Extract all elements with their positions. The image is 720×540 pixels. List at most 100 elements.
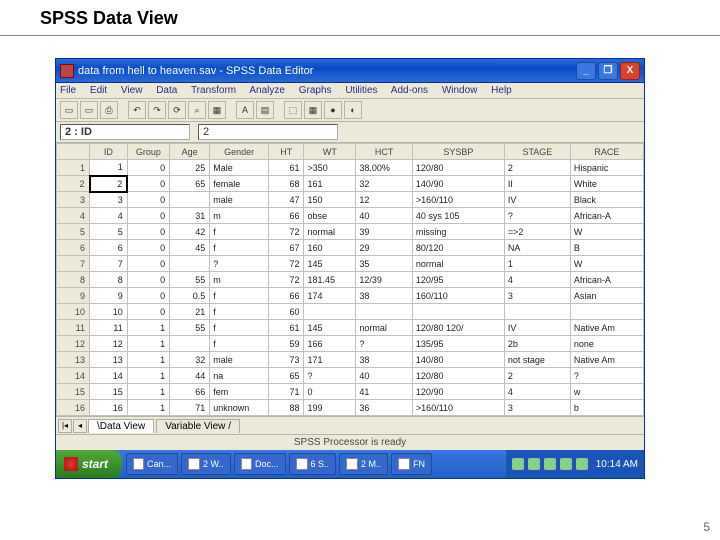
cell-group[interactable]: 0 (127, 272, 169, 288)
cell-race[interactable]: African-A (570, 272, 643, 288)
menu-help[interactable]: Help (491, 85, 512, 96)
cell-gender[interactable]: f (210, 288, 269, 304)
toolbar-print-icon[interactable]: ⎙ (100, 101, 118, 119)
cell-stage[interactable]: 2b (504, 336, 570, 352)
toolbar-open-icon[interactable]: ▭ (60, 101, 78, 119)
tray-icon[interactable] (544, 458, 556, 470)
cell-age[interactable] (170, 336, 210, 352)
cell-age[interactable]: 31 (170, 208, 210, 224)
cell-hct[interactable]: 40 (356, 368, 413, 384)
task-item[interactable]: Can... (126, 453, 178, 475)
table-row[interactable]: 770?7214535normal1W (57, 256, 644, 272)
cell-id[interactable]: 8 (90, 272, 128, 288)
cell-age[interactable]: 42 (170, 224, 210, 240)
cell-id[interactable]: 15 (90, 384, 128, 400)
cell-hct[interactable]: 12 (356, 192, 413, 208)
table-row[interactable]: 330male4715012>160/110IVBlack (57, 192, 644, 208)
cell-ht[interactable]: 71 (269, 384, 304, 400)
row-header[interactable]: 8 (57, 272, 90, 288)
cell-sysbp[interactable]: 140/90 (412, 176, 504, 192)
menu-transform[interactable]: Transform (191, 85, 236, 96)
row-header[interactable]: 14 (57, 368, 90, 384)
cell-ht[interactable]: 67 (269, 240, 304, 256)
cell-stage[interactable]: 4 (504, 272, 570, 288)
task-item[interactable]: Doc... (234, 453, 286, 475)
cell-sysbp[interactable]: 80/120 (412, 240, 504, 256)
cell-race[interactable]: w (570, 384, 643, 400)
menu-window[interactable]: Window (442, 85, 478, 96)
cell-ht[interactable]: 72 (269, 256, 304, 272)
cell-age[interactable]: 71 (170, 400, 210, 416)
tray-icon[interactable] (512, 458, 524, 470)
cell-group[interactable]: 1 (127, 320, 169, 336)
cell-group[interactable]: 0 (127, 304, 169, 320)
tab-data-view[interactable]: \Data View (88, 419, 154, 433)
minimize-button[interactable]: _ (576, 62, 596, 80)
cell-ht[interactable]: 61 (269, 320, 304, 336)
row-header[interactable]: 15 (57, 384, 90, 400)
cell-stage[interactable]: NA (504, 240, 570, 256)
cell-sysbp[interactable]: 120/90 (412, 384, 504, 400)
tab-nav-first-icon[interactable]: |◂ (58, 419, 72, 433)
cell-sysbp[interactable]: missing (412, 224, 504, 240)
cell-group[interactable]: 0 (127, 208, 169, 224)
cell-stage[interactable]: 2 (504, 368, 570, 384)
close-button[interactable]: X (620, 62, 640, 80)
cell-wt[interactable]: 171 (304, 352, 356, 368)
cell-wt[interactable]: 166 (304, 336, 356, 352)
cell-group[interactable]: 0 (127, 160, 169, 176)
cell-wt[interactable]: normal (304, 224, 356, 240)
cell-race[interactable]: none (570, 336, 643, 352)
cell-value[interactable]: 2 (198, 124, 338, 140)
table-row[interactable]: 22065female6816132140/90IIWhite (57, 176, 644, 192)
cell-stage[interactable]: 3 (504, 400, 570, 416)
table-row[interactable]: 9900.5f6617438160/1103Asian (57, 288, 644, 304)
cell-wt[interactable]: 145 (304, 256, 356, 272)
cell-ht[interactable]: 73 (269, 352, 304, 368)
cell-id[interactable]: 10 (90, 304, 128, 320)
system-tray[interactable]: 10:14 AM (506, 450, 644, 478)
cell-stage[interactable]: ? (504, 208, 570, 224)
cell-wt[interactable]: 160 (304, 240, 356, 256)
col-id[interactable]: ID (90, 144, 128, 160)
cell-wt[interactable]: 174 (304, 288, 356, 304)
cell-hct[interactable]: normal (356, 320, 413, 336)
tab-nav-prev-icon[interactable]: ◂ (73, 419, 87, 433)
cell-gender[interactable]: f (210, 304, 269, 320)
toolbar-weight-icon[interactable]: ▦ (304, 101, 322, 119)
cell-group[interactable]: 1 (127, 368, 169, 384)
start-button[interactable]: start (56, 450, 122, 478)
cell-id[interactable]: 2 (90, 176, 128, 192)
table-row[interactable]: 1515166fem71041120/904w (57, 384, 644, 400)
cell-stage[interactable]: not stage (504, 352, 570, 368)
cell-ht[interactable]: 60 (269, 304, 304, 320)
cell-hct[interactable]: 38.00% (356, 160, 413, 176)
toolbar-find-icon[interactable]: ⌕ (188, 101, 206, 119)
menu-edit[interactable]: Edit (90, 85, 107, 96)
cell-id[interactable]: 14 (90, 368, 128, 384)
toolbar-font-icon[interactable]: A (236, 101, 254, 119)
cell-age[interactable]: 32 (170, 352, 210, 368)
table-row[interactable]: 55042f72normal39missing=>2W (57, 224, 644, 240)
cell-hct[interactable]: ? (356, 336, 413, 352)
cell-wt[interactable]: 161 (304, 176, 356, 192)
cell-id[interactable]: 4 (90, 208, 128, 224)
tray-icon[interactable] (528, 458, 540, 470)
cell-sysbp[interactable]: 135/95 (412, 336, 504, 352)
cell-race[interactable]: Hispanic (570, 160, 643, 176)
row-header[interactable]: 11 (57, 320, 90, 336)
cell-group[interactable]: 0 (127, 224, 169, 240)
toolbar-goto-icon[interactable]: ⟳ (168, 101, 186, 119)
cell-sysbp[interactable]: 160/110 (412, 288, 504, 304)
cell-race[interactable]: African-A (570, 208, 643, 224)
cell-sysbp[interactable]: 120/80 (412, 160, 504, 176)
cell-wt[interactable]: obse (304, 208, 356, 224)
cell-gender[interactable]: f (210, 336, 269, 352)
cell-sysbp[interactable]: 140/80 (412, 352, 504, 368)
table-row[interactable]: 1616171unknown8819936>160/1103b (57, 400, 644, 416)
cell-sysbp[interactable]: normal (412, 256, 504, 272)
cell-gender[interactable]: f (210, 240, 269, 256)
col-age[interactable]: Age (170, 144, 210, 160)
row-header[interactable]: 1 (57, 160, 90, 176)
cell-wt[interactable]: 199 (304, 400, 356, 416)
